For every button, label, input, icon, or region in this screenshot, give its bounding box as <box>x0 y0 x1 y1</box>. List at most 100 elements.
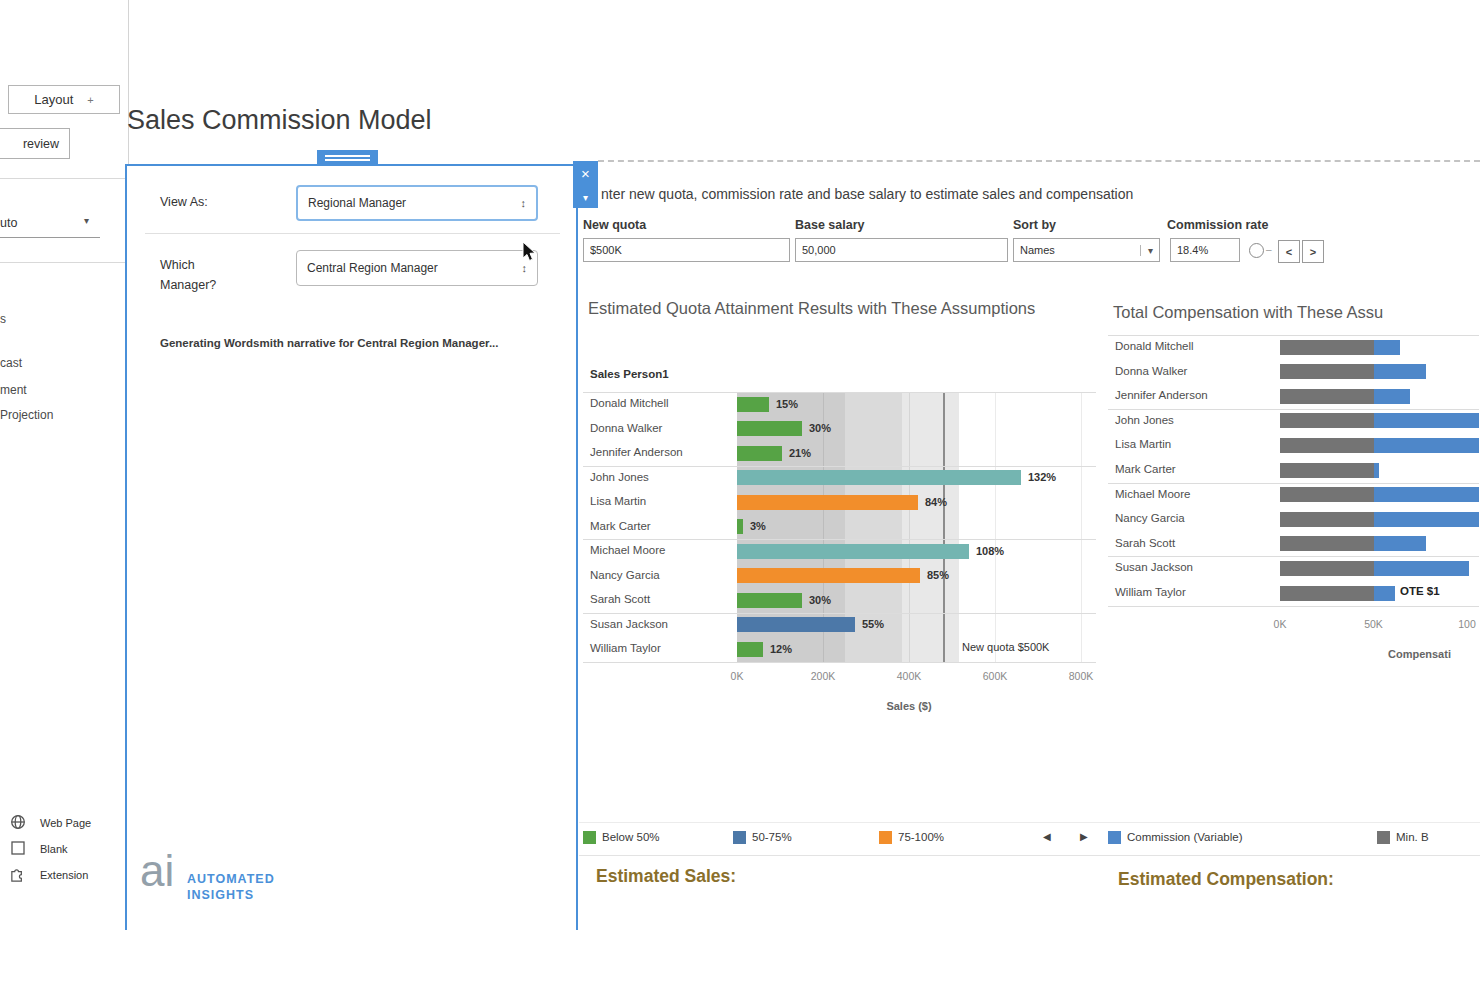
axis-tick-label: 0K <box>719 670 755 682</box>
axis-tick-label: 200K <box>805 670 841 682</box>
min-base-bar[interactable] <box>1280 512 1374 527</box>
min-base-bar[interactable] <box>1280 364 1374 379</box>
view-as-dropdown[interactable]: Regional Manager ↕ <box>296 185 538 221</box>
object-web-page-label[interactable]: Web Page <box>40 817 91 829</box>
sales-bar[interactable] <box>737 617 855 632</box>
min-base-bar[interactable] <box>1280 561 1374 576</box>
axis-tick-label: 100 <box>1451 618 1480 630</box>
ai-logo-mark: ai <box>140 846 174 896</box>
bar-value-label: 12% <box>770 643 792 655</box>
min-base-bar[interactable] <box>1280 340 1374 355</box>
legend-prev-page-button[interactable]: ◀ <box>1043 831 1051 842</box>
commission-bar[interactable] <box>1374 512 1479 527</box>
new-quota-input[interactable] <box>583 238 790 262</box>
web-page-icon <box>10 814 26 830</box>
legend-swatch[interactable] <box>1108 831 1121 844</box>
chart-row-label: Donna Walker <box>590 422 662 434</box>
commission-bar[interactable] <box>1374 413 1479 428</box>
row-divider <box>583 392 1096 393</box>
commission-step-down-button[interactable]: < <box>1278 240 1300 263</box>
commission-bar[interactable] <box>1374 340 1400 355</box>
legend-next-page-button[interactable]: ▶ <box>1080 831 1088 842</box>
left-chart-title: Estimated Quota Attainment Results with … <box>588 296 1088 322</box>
min-base-bar[interactable] <box>1280 438 1374 453</box>
estimated-sales-heading: Estimated Sales: <box>596 866 736 887</box>
size-dropdown-value: uto <box>0 216 17 230</box>
sheet-list-item[interactable]: cast <box>0 356 22 370</box>
page-title: Sales Commission Model <box>127 105 432 136</box>
slider-track-tick: – <box>1266 244 1272 255</box>
legend-label: Below 50% <box>602 831 660 843</box>
commission-rate-slider-knob[interactable] <box>1249 243 1264 258</box>
close-button[interactable]: × <box>573 161 598 186</box>
sales-bar[interactable] <box>737 495 918 510</box>
panel-drag-handle[interactable] <box>317 150 378 166</box>
chart-row-label: Sarah Scott <box>1115 537 1175 549</box>
chart-row-label: Lisa Martin <box>590 495 646 507</box>
sort-by-label: Sort by <box>1013 218 1056 232</box>
narrative-status-text: Generating Wordsmith narrative for Centr… <box>160 333 505 353</box>
chart-row-label: Michael Moore <box>1115 488 1190 500</box>
sales-bar[interactable] <box>737 446 782 461</box>
sales-bar[interactable] <box>737 519 743 534</box>
sales-bar[interactable] <box>737 642 763 657</box>
object-blank[interactable] <box>11 841 25 859</box>
min-base-bar[interactable] <box>1280 586 1374 601</box>
container-menu-button[interactable]: ▾ <box>573 186 598 208</box>
min-base-bar[interactable] <box>1280 413 1374 428</box>
commission-bar[interactable] <box>1374 438 1479 453</box>
sheet-list-item[interactable]: ment <box>0 383 27 397</box>
chart-row-label: William Taylor <box>1115 586 1186 598</box>
sort-by-dropdown[interactable]: Names ▾ <box>1013 238 1160 262</box>
commission-bar[interactable] <box>1374 536 1426 551</box>
row-divider <box>583 539 1096 540</box>
object-blank-label[interactable]: Blank <box>40 843 68 855</box>
min-base-bar[interactable] <box>1280 536 1374 551</box>
size-dropdown[interactable]: uto ▾ <box>0 213 100 238</box>
sales-bar[interactable] <box>737 593 802 608</box>
sales-bar[interactable] <box>737 397 769 412</box>
pin-icon[interactable]: + <box>87 94 93 106</box>
commission-bar[interactable] <box>1374 561 1469 576</box>
legend-swatch[interactable] <box>1377 831 1390 844</box>
sheet-list-item[interactable]: Projection <box>0 408 53 422</box>
chart-row-label: Mark Carter <box>1115 463 1176 475</box>
min-base-bar[interactable] <box>1280 389 1374 404</box>
which-manager-label2: Manager? <box>160 278 216 292</box>
gridline <box>1081 392 1082 662</box>
sheet-list-item[interactable]: s <box>0 312 6 326</box>
extension-icon <box>9 866 26 883</box>
base-salary-input[interactable] <box>795 238 1008 262</box>
row-divider <box>1108 483 1479 484</box>
commission-bar[interactable] <box>1374 586 1395 601</box>
container-dashed-border <box>598 160 1480 162</box>
axis-tick-label: 600K <box>977 670 1013 682</box>
device-preview-button[interactable]: review <box>0 128 70 159</box>
commission-rate-input[interactable] <box>1170 238 1240 262</box>
tab-layout[interactable]: Layout + <box>8 85 120 114</box>
sales-bar[interactable] <box>737 421 802 436</box>
object-web-page[interactable] <box>10 814 26 834</box>
object-extension[interactable] <box>9 866 26 887</box>
min-base-bar[interactable] <box>1280 487 1374 502</box>
sales-bar[interactable] <box>737 470 1021 485</box>
sales-bar[interactable] <box>737 544 969 559</box>
commission-step-up-button[interactable]: > <box>1302 240 1324 263</box>
legend-label: Commission (Variable) <box>1127 831 1242 843</box>
legend-swatch[interactable] <box>879 831 892 844</box>
min-base-bar[interactable] <box>1280 463 1374 478</box>
commission-bar[interactable] <box>1374 487 1479 502</box>
sales-bar[interactable] <box>737 568 920 583</box>
legend-swatch[interactable] <box>583 831 596 844</box>
commission-bar[interactable] <box>1374 389 1410 404</box>
sidebar-divider <box>0 178 128 179</box>
object-extension-label[interactable]: Extension <box>40 869 88 881</box>
legend-swatch[interactable] <box>733 831 746 844</box>
which-manager-dropdown[interactable]: Central Region Manager ↕ <box>296 250 538 286</box>
app-window: Layout + review uto ▾ s cast ment Projec… <box>0 0 1480 987</box>
bar-value-label: 108% <box>976 545 1004 557</box>
chart-row-label: Lisa Martin <box>1115 438 1171 450</box>
spinner-icon[interactable]: ↕ <box>521 197 527 209</box>
commission-bar[interactable] <box>1374 463 1379 478</box>
commission-bar[interactable] <box>1374 364 1426 379</box>
